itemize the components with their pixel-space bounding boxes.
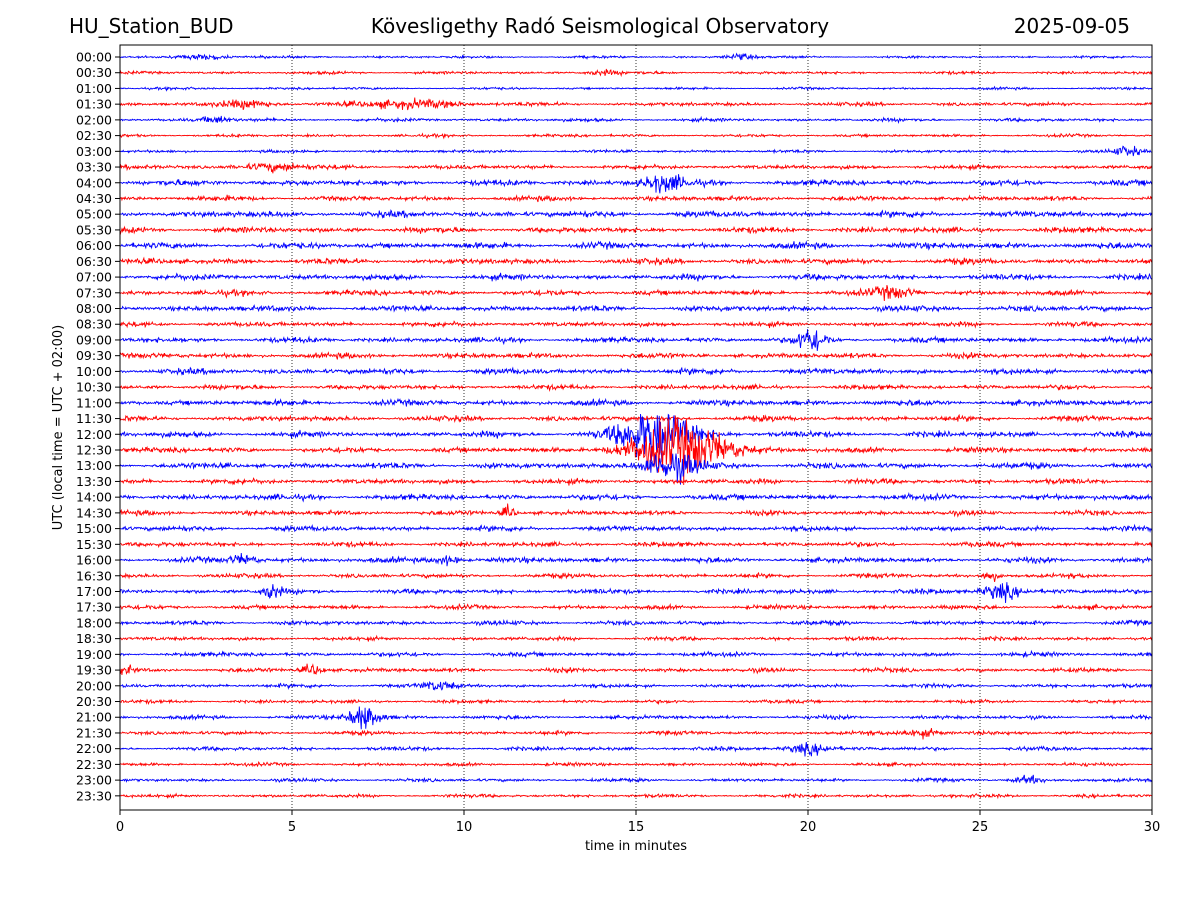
trace-1030 <box>119 382 1153 392</box>
y-tick-label: 05:00 <box>76 207 112 222</box>
y-tick-label: 07:00 <box>76 270 112 285</box>
y-tick-label: 14:30 <box>76 505 112 520</box>
y-tick-labels: 00:0000:3001:0001:3002:0002:3003:0003:30… <box>76 50 120 803</box>
trace-1430 <box>119 503 1153 518</box>
y-tick-label: 23:00 <box>76 773 112 788</box>
y-tick-label: 17:00 <box>76 584 112 599</box>
y-tick-label: 02:00 <box>76 112 112 127</box>
y-tick-label: 02:30 <box>76 128 112 143</box>
y-tick-label: 01:00 <box>76 81 112 96</box>
trace-1000 <box>119 366 1153 376</box>
y-axis-label: UTC (local time = UTC + 02:00) <box>51 325 66 530</box>
y-tick-label: 10:30 <box>76 380 112 395</box>
trace-0600 <box>119 240 1153 251</box>
chart-title: Kövesligethy Radó Seismological Observat… <box>370 14 830 38</box>
y-tick-label: 19:30 <box>76 663 112 678</box>
y-tick-label: 13:30 <box>76 474 112 489</box>
y-tick-label: 08:30 <box>76 317 112 332</box>
trace-1830 <box>119 634 1153 643</box>
y-tick-label: 20:30 <box>76 694 112 709</box>
trace-1330 <box>119 477 1153 486</box>
x-axis-label: time in minutes <box>585 839 687 854</box>
y-tick-label: 21:30 <box>76 725 112 740</box>
trace-1630 <box>119 571 1153 582</box>
trace-2000 <box>119 681 1153 691</box>
y-tick-label: 16:30 <box>76 568 112 583</box>
y-tick-label: 09:00 <box>76 332 112 347</box>
y-tick-label: 12:00 <box>76 427 112 442</box>
y-tick-label: 18:30 <box>76 631 112 646</box>
y-tick-label: 00:30 <box>76 65 112 80</box>
y-tick-label: 07:30 <box>76 285 112 300</box>
y-tick-label: 11:00 <box>76 395 112 410</box>
y-tick-label: 03:30 <box>76 160 112 175</box>
y-tick-label: 15:30 <box>76 537 112 552</box>
y-tick-label: 21:00 <box>76 710 112 725</box>
x-tick-labels: 0 5 10 15 20 25 30 <box>116 810 1160 835</box>
x-tick-label: 30 <box>1144 820 1161 835</box>
y-tick-label: 19:00 <box>76 647 112 662</box>
y-tick-label: 06:30 <box>76 254 112 269</box>
trace-2330 <box>119 792 1153 800</box>
grid-lines <box>291 45 981 810</box>
station-label: HU_Station_BUD <box>69 14 234 38</box>
y-tick-label: 20:00 <box>76 678 112 693</box>
trace-0130 <box>119 97 1153 111</box>
x-tick-label: 20 <box>800 820 817 835</box>
y-tick-label: 08:00 <box>76 301 112 316</box>
y-tick-label: 17:30 <box>76 600 112 615</box>
trace-2030 <box>119 698 1153 706</box>
date-label: 2025-09-05 <box>1013 14 1130 38</box>
y-tick-label: 04:00 <box>76 175 112 190</box>
y-tick-label: 04:30 <box>76 191 112 206</box>
y-tick-label: 00:00 <box>76 50 112 65</box>
trace-0200 <box>119 115 1153 124</box>
x-tick-label: 5 <box>288 820 296 835</box>
y-tick-label: 18:00 <box>76 615 112 630</box>
y-tick-label: 23:30 <box>76 788 112 803</box>
x-tick-label: 10 <box>456 820 473 835</box>
trace-0830 <box>119 320 1153 329</box>
trace-0530 <box>119 225 1153 235</box>
trace-2300 <box>119 774 1153 784</box>
trace-0700 <box>119 272 1153 282</box>
x-tick-label: 25 <box>972 820 989 835</box>
trace-0400 <box>120 174 1153 194</box>
trace-2230 <box>119 761 1153 769</box>
y-tick-label: 01:30 <box>76 97 112 112</box>
trace-0730 <box>119 285 1153 302</box>
trace-1300 <box>119 453 1153 485</box>
y-tick-label: 11:30 <box>76 411 112 426</box>
y-tick-label: 22:00 <box>76 741 112 756</box>
y-tick-label: 12:30 <box>76 443 112 458</box>
y-tick-label: 15:00 <box>76 521 112 536</box>
y-tick-label: 09:30 <box>76 348 112 363</box>
x-tick-label: 15 <box>628 820 645 835</box>
y-tick-label: 16:00 <box>76 553 112 568</box>
y-tick-label: 22:30 <box>76 757 112 772</box>
y-tick-label: 03:00 <box>76 144 112 159</box>
y-tick-label: 05:30 <box>76 222 112 237</box>
trace-0930 <box>119 351 1153 360</box>
y-tick-label: 13:00 <box>76 458 112 473</box>
y-tick-label: 06:00 <box>76 238 112 253</box>
trace-1400 <box>119 491 1153 503</box>
x-tick-label: 0 <box>116 820 124 835</box>
y-tick-label: 14:00 <box>76 490 112 505</box>
trace-1530 <box>119 540 1153 549</box>
y-tick-label: 10:00 <box>76 364 112 379</box>
